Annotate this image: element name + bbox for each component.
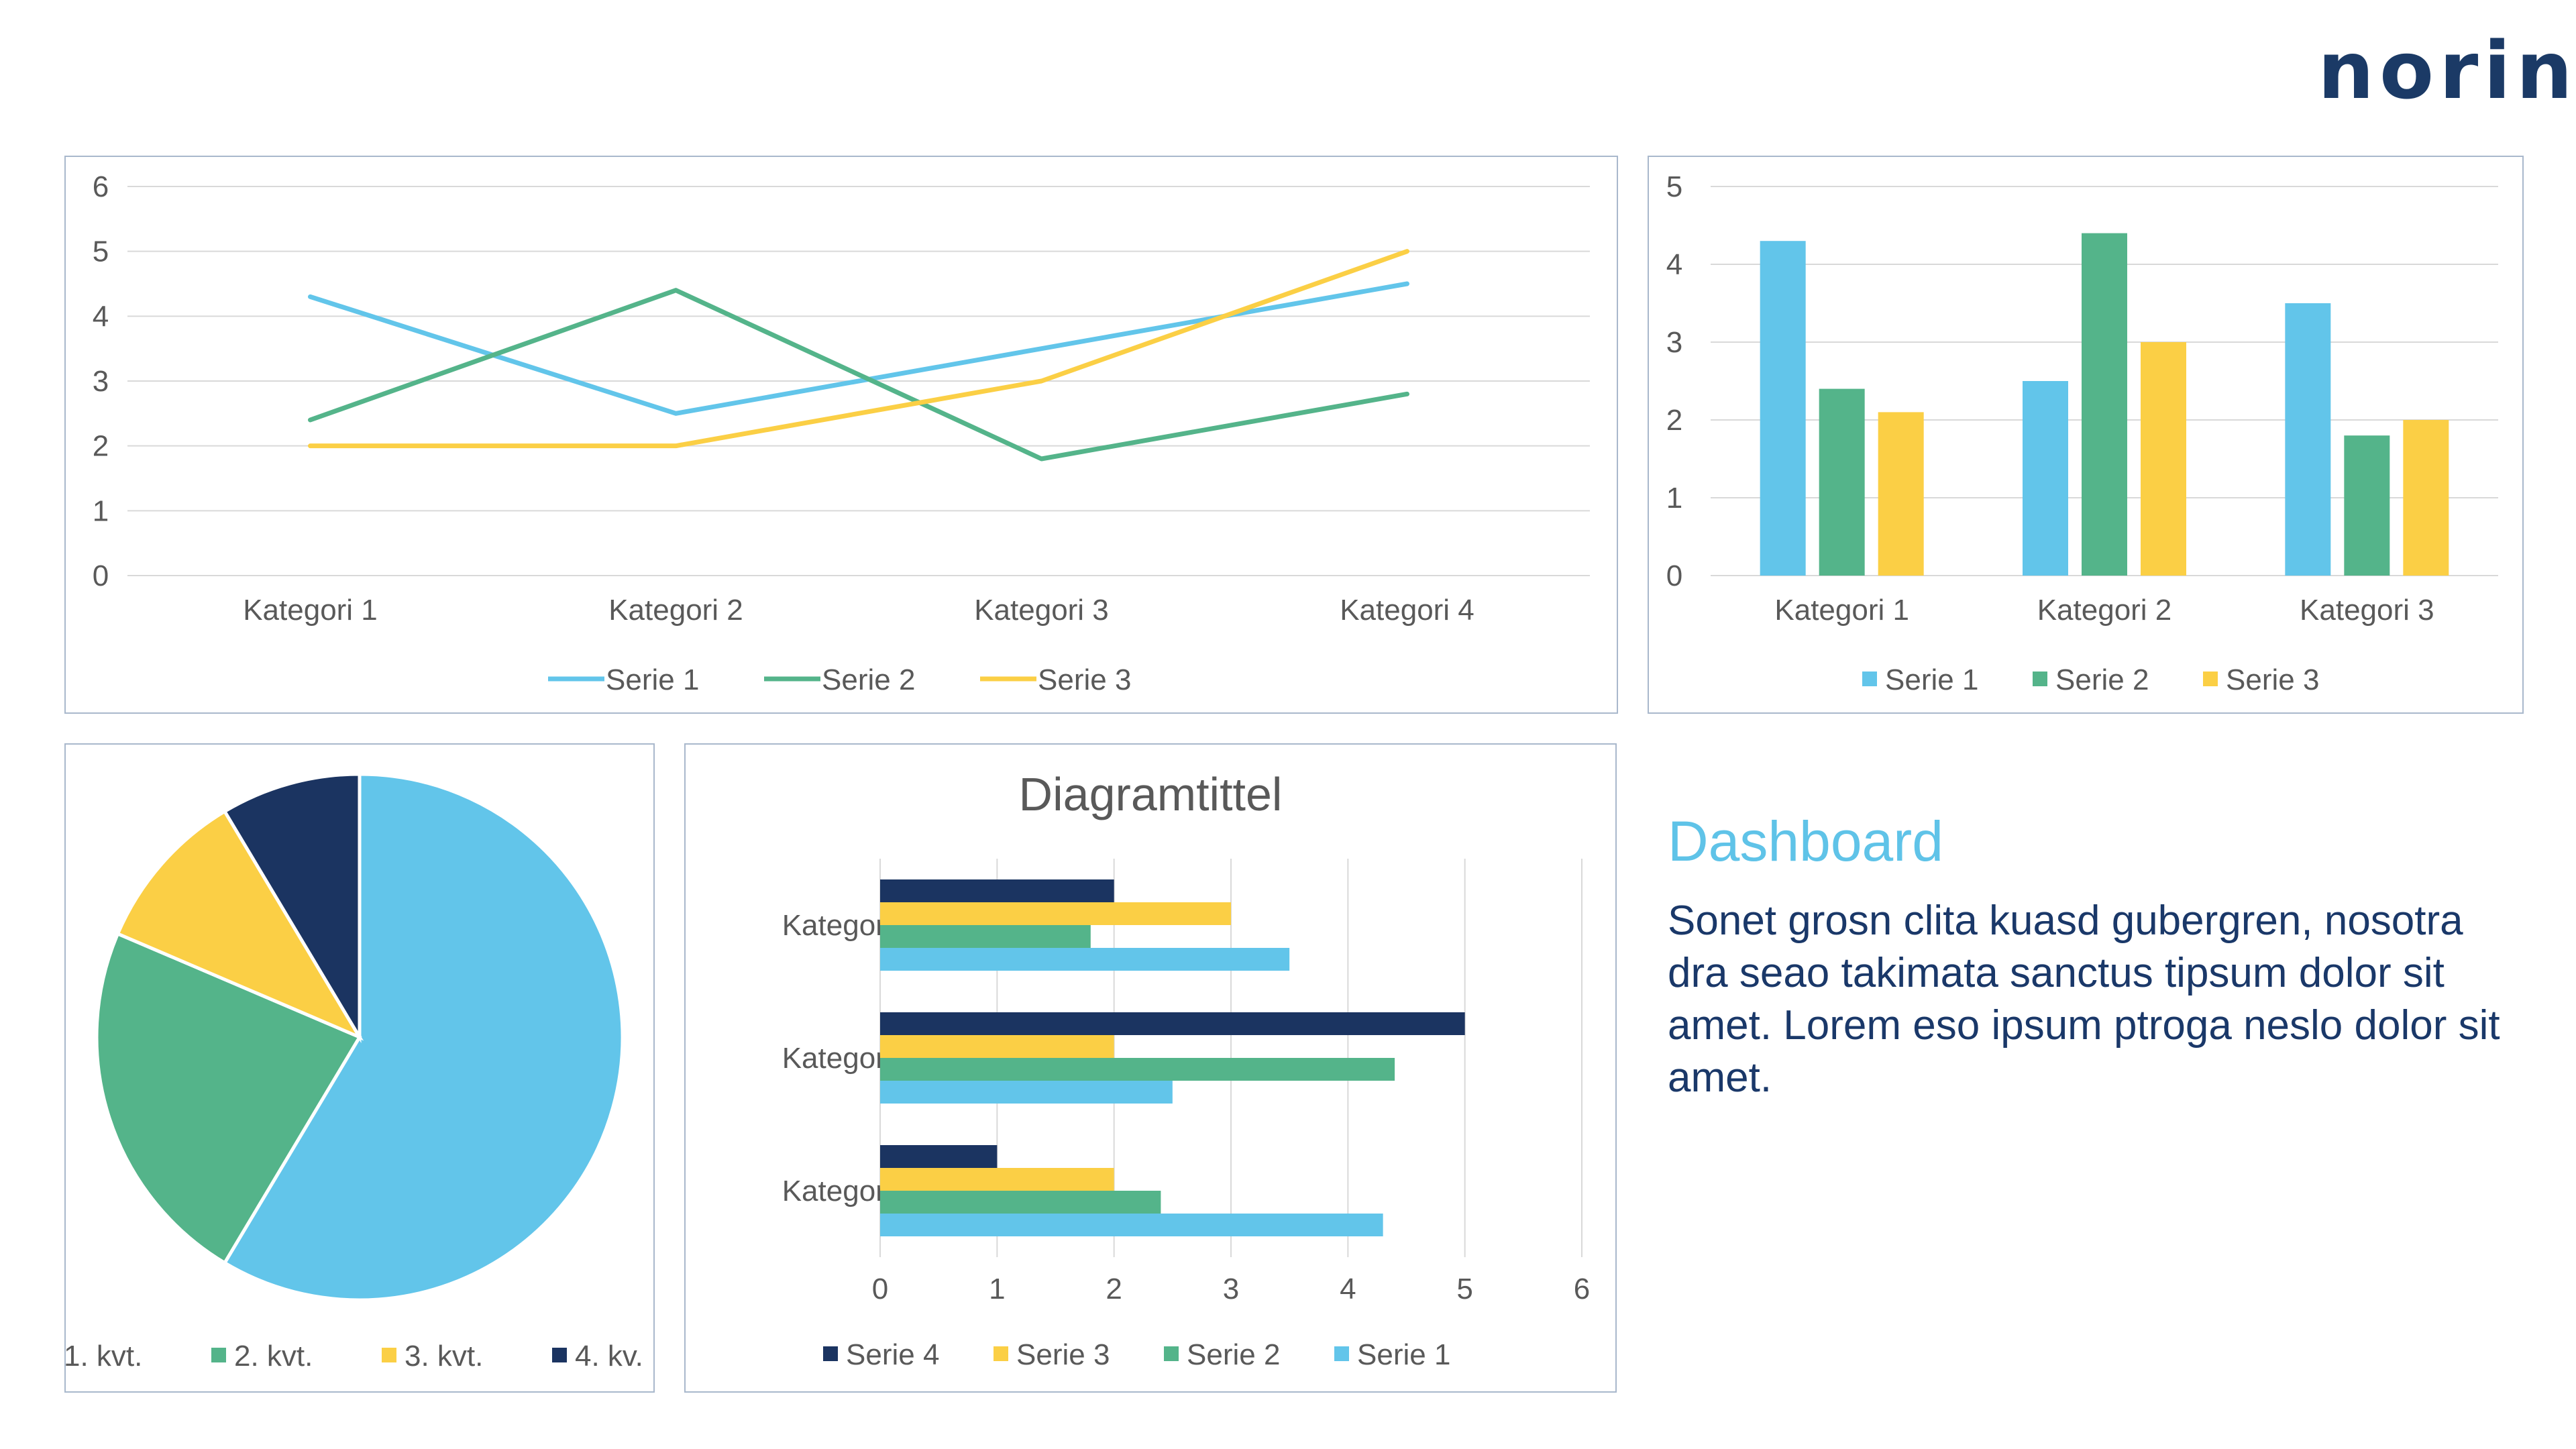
hbar-x-tick-label: 5: [1456, 1273, 1472, 1305]
hbar-bar: [880, 1035, 1114, 1058]
line-series-serie-2: [308, 288, 1409, 462]
hbar-chart-title: Diagramtittel: [1019, 768, 1283, 820]
hbar-legend-label: Serie 3: [1016, 1338, 1110, 1371]
column-legend-label: Serie 3: [2226, 663, 2319, 696]
hbar-legend-swatch: [1334, 1346, 1349, 1361]
line-y-tick-label: 3: [93, 365, 109, 398]
column-bar: [2285, 303, 2331, 576]
pie-legend-swatch: [552, 1348, 567, 1362]
column-chart: 0 1 2 3 4 5 Kategori 1 Kategori 2 Kategori 3 Seri…: [1666, 170, 2498, 696]
norin-logo: norin: [2318, 24, 2576, 117]
hbar-legend-swatch: [1164, 1346, 1179, 1361]
line-x-tick-label: Kategori 2: [608, 594, 743, 627]
column-y-tick-label: 0: [1666, 559, 1682, 592]
line-y-tick-label: 6: [93, 170, 109, 203]
line-x-tick-label: Kategori 3: [974, 594, 1109, 627]
hbar-x-tick-label: 2: [1106, 1273, 1122, 1305]
pie-slice: [222, 772, 625, 1302]
column-x-tick-label: Kategori 3: [2300, 594, 2434, 627]
line-y-tick-label: 2: [93, 430, 109, 463]
column-x-tick-label: Kategori 1: [1774, 594, 1909, 627]
hbar-bar: [880, 879, 1114, 902]
column-legend-swatch: [2203, 672, 2218, 686]
pie-slice: [95, 931, 362, 1265]
hbar-bar: [880, 1191, 1161, 1214]
hbar-bar: [880, 1058, 1395, 1081]
line-chart-panel: 0 1 2 3 4 5 6 Kategori 1 Kategori 2 Kategori 3 Kat…: [64, 156, 1618, 714]
hbar-bar: [880, 1145, 998, 1168]
column-x-tick-label: Kategori 2: [2037, 594, 2172, 627]
column-bar: [2082, 233, 2127, 576]
hbar-legend-swatch: [994, 1346, 1008, 1361]
dashboard-text-block: Dashboard Sonet grosn clita kuasd guberg…: [1668, 810, 2533, 1104]
column-legend-label: Serie 2: [2055, 663, 2149, 696]
hbar-bar: [880, 1214, 1383, 1236]
pie-legend-swatch: [382, 1348, 396, 1362]
pie-legend-label: 2. kvt.: [234, 1340, 313, 1373]
hbar-legend-label: Serie 2: [1187, 1338, 1280, 1371]
hbar-bar: [880, 1012, 1465, 1035]
hbar-bar: [880, 948, 1290, 971]
line-series-serie-1: [308, 281, 1409, 416]
dashboard-title: Dashboard: [1668, 810, 1943, 873]
hbar-x-tick-label: 3: [1223, 1273, 1239, 1305]
column-y-tick-label: 1: [1666, 482, 1682, 515]
line-y-tick-label: 0: [93, 559, 109, 592]
line-x-tick-label: Kategori 1: [243, 594, 378, 627]
line-x-tick-label: Kategori 4: [1340, 594, 1474, 627]
column-chart-panel: 0 1 2 3 4 5 Kategori 1 Kategori 2 Kategori 3 Seri…: [1648, 156, 2524, 714]
dashboard-body-text: Sonet grosn clita kuasd gubergren, nosot…: [1668, 898, 2500, 1102]
hbar-x-tick-label: 0: [872, 1273, 888, 1305]
pie-legend-label: 1. kvt.: [66, 1340, 142, 1373]
column-legend-label: Serie 1: [1885, 663, 1978, 696]
hbar-bar: [880, 925, 1091, 948]
line-series-serie-3: [308, 249, 1409, 449]
pie-slice: [222, 772, 362, 1044]
line-legend-label: Serie 2: [822, 663, 915, 696]
line-legend-label: Serie 3: [1038, 663, 1131, 696]
column-bar: [2023, 381, 2068, 576]
column-bar: [2403, 420, 2449, 576]
column-bar: [1878, 412, 1924, 576]
line-chart: 0 1 2 3 4 5 6 Kategori 1 Kategori 2 Kategori 3 Kat…: [93, 170, 1590, 696]
pie-legend-label: 4. kv.: [575, 1340, 643, 1373]
column-bar: [1819, 388, 1865, 576]
hbar-chart-panel: Diagramtittel 0 1 2 3 4 5 6 Kategori 1 Kategori 2…: [684, 743, 1617, 1393]
column-bar: [2141, 342, 2186, 576]
column-y-tick-label: 2: [1666, 404, 1682, 437]
line-y-tick-label: 4: [93, 300, 109, 333]
pie-chart-panel: 1. kvt. 2. kvt. 3. kvt. 4. kv.: [64, 743, 655, 1393]
line-y-tick-label: 5: [93, 235, 109, 268]
column-bar: [2344, 435, 2390, 576]
column-bar: [1760, 241, 1806, 576]
column-legend-swatch: [1862, 672, 1877, 686]
pie-legend-swatch: [211, 1348, 226, 1362]
column-y-tick-label: 3: [1666, 326, 1682, 359]
pie-chart: 1. kvt. 2. kvt. 3. kvt. 4. kv.: [66, 772, 643, 1373]
hbar-x-tick-label: 4: [1340, 1273, 1356, 1305]
column-y-tick-label: 5: [1666, 170, 1682, 203]
hbar-legend-label: Serie 4: [846, 1338, 939, 1371]
line-y-tick-label: 1: [93, 494, 109, 527]
hbar-legend-label: Serie 1: [1357, 1338, 1450, 1371]
hbar-x-tick-label: 6: [1574, 1273, 1590, 1305]
column-legend-swatch: [2033, 672, 2047, 686]
hbar-bar: [880, 1081, 1173, 1104]
pie-slice: [115, 809, 364, 1041]
line-legend-label: Serie 1: [606, 663, 699, 696]
hbar-x-tick-label: 1: [989, 1273, 1005, 1305]
pie-legend-label: 3. kvt.: [405, 1340, 483, 1373]
hbar-bar: [880, 902, 1231, 925]
hbar-legend-swatch: [823, 1346, 838, 1361]
column-y-tick-label: 4: [1666, 248, 1682, 281]
hbar-bar: [880, 1168, 1114, 1191]
